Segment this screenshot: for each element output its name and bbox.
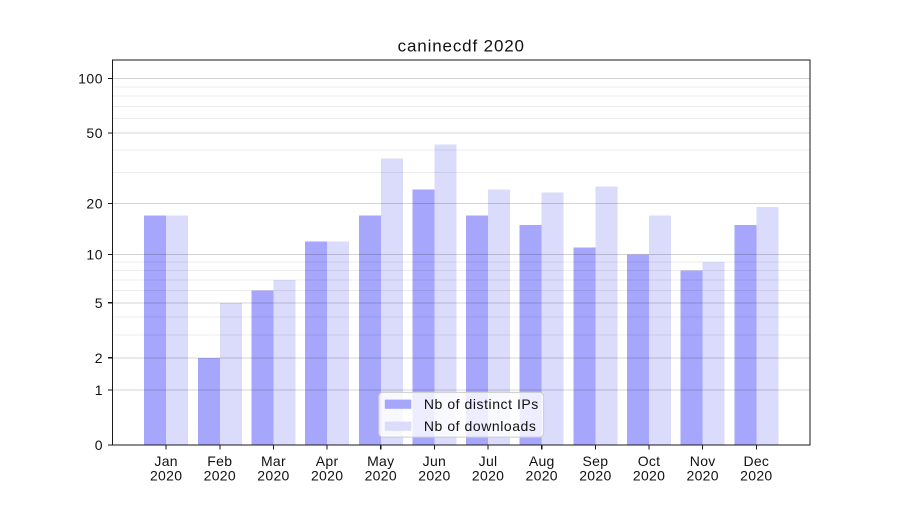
svg-text:Nb of distinct IPs: Nb of distinct IPs <box>424 396 539 412</box>
svg-text:Nb of downloads: Nb of downloads <box>424 418 537 434</box>
svg-text:5: 5 <box>95 295 103 311</box>
svg-text:10: 10 <box>86 247 103 263</box>
svg-text:May: May <box>367 453 394 469</box>
svg-text:2020: 2020 <box>365 468 397 484</box>
svg-text:2020: 2020 <box>633 468 665 484</box>
svg-text:20: 20 <box>86 195 103 211</box>
svg-text:Feb: Feb <box>207 453 232 469</box>
svg-text:2020: 2020 <box>257 468 289 484</box>
svg-text:50: 50 <box>86 125 103 141</box>
svg-text:Apr: Apr <box>316 453 339 469</box>
svg-text:Oct: Oct <box>638 453 661 469</box>
svg-text:Jun: Jun <box>423 453 446 469</box>
svg-text:2020: 2020 <box>311 468 343 484</box>
svg-text:Sep: Sep <box>582 453 608 469</box>
svg-text:caninecdf 2020: caninecdf 2020 <box>398 37 525 56</box>
svg-text:100: 100 <box>78 71 103 87</box>
svg-text:2020: 2020 <box>526 468 558 484</box>
svg-text:2020: 2020 <box>472 468 504 484</box>
svg-text:2: 2 <box>95 350 103 366</box>
svg-text:2020: 2020 <box>740 468 772 484</box>
svg-text:Nov: Nov <box>690 453 716 469</box>
svg-text:2020: 2020 <box>150 468 182 484</box>
svg-text:2020: 2020 <box>687 468 719 484</box>
svg-text:Dec: Dec <box>743 453 769 469</box>
svg-text:2020: 2020 <box>204 468 236 484</box>
svg-text:2020: 2020 <box>579 468 611 484</box>
svg-text:Jan: Jan <box>154 453 177 469</box>
svg-text:Aug: Aug <box>529 453 555 469</box>
svg-text:Mar: Mar <box>261 453 286 469</box>
svg-text:Jul: Jul <box>479 453 498 469</box>
svg-text:2020: 2020 <box>418 468 450 484</box>
svg-text:0: 0 <box>95 437 103 453</box>
svg-text:1: 1 <box>95 382 103 398</box>
